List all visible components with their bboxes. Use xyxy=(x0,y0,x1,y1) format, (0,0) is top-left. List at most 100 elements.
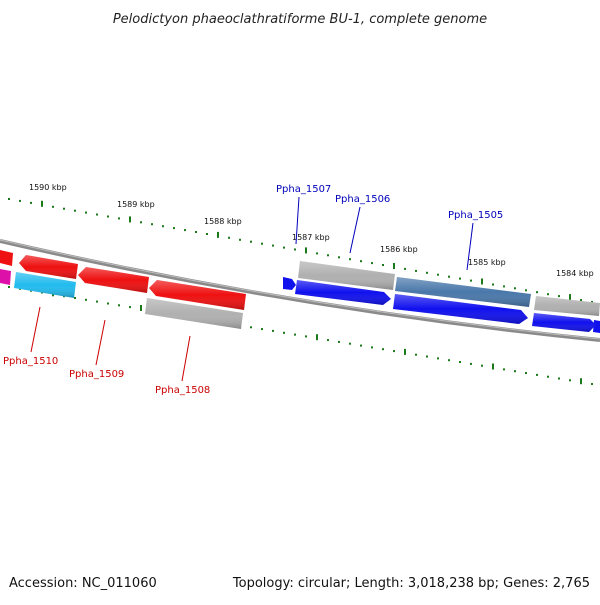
inner-scale-minor-tick xyxy=(448,359,450,362)
outer-scale-major-tick xyxy=(393,263,395,269)
gene-ppha-1507-arrow[interactable] xyxy=(283,277,296,290)
scale-label-1589: 1589 kbp xyxy=(117,200,155,209)
scale-label-1585: 1585 kbp xyxy=(468,258,506,267)
inner-scale-minor-tick xyxy=(74,297,76,299)
outer-scale-minor-tick xyxy=(52,205,54,208)
inner-scale-minor-tick xyxy=(558,377,560,380)
accession-text: Accession: NC_011060 xyxy=(9,576,157,591)
inner-scale-minor-tick xyxy=(250,326,252,329)
label-ppha-1505[interactable]: Ppha_1505 xyxy=(448,210,503,221)
inner-scale-minor-tick xyxy=(525,372,527,374)
inner-scale-minor-tick xyxy=(294,333,296,336)
outer-scale-minor-tick xyxy=(437,273,439,276)
inner-scale-minor-tick xyxy=(283,331,285,334)
outer-scale-minor-tick xyxy=(272,244,274,247)
reverse-gene-labels: Ppha_1510 Ppha_1509 Ppha_1508 xyxy=(3,306,210,396)
outer-scale-minor-tick xyxy=(19,199,21,202)
inner-scale-minor-tick xyxy=(536,373,538,376)
outer-scale-minor-tick xyxy=(470,279,472,282)
outer-scale-minor-tick xyxy=(96,213,98,216)
outer-scale-minor-tick xyxy=(184,229,186,232)
outer-scale-major-tick xyxy=(129,216,131,223)
inner-scale-minor-tick xyxy=(8,286,10,288)
outer-scale-major-tick xyxy=(569,294,571,301)
outer-scale-minor-tick xyxy=(316,252,318,255)
label-ppha-1509[interactable]: Ppha_1509 xyxy=(69,369,124,380)
scale-label-1586: 1586 kbp xyxy=(380,245,418,254)
inner-scale-minor-tick xyxy=(338,340,340,343)
outer-scale-minor-tick xyxy=(228,236,230,239)
gene-magenta-edge[interactable] xyxy=(0,269,11,285)
inner-scale-minor-tick xyxy=(327,339,329,342)
outer-scale-minor-tick xyxy=(30,201,32,204)
outer-scale-minor-tick xyxy=(74,209,76,212)
outer-scale-minor-tick xyxy=(8,198,10,200)
inner-scale-major-tick xyxy=(316,334,318,341)
outer-scale-minor-tick xyxy=(503,285,505,288)
outer-scale-minor-tick xyxy=(63,207,65,210)
outer-scale-minor-tick xyxy=(338,256,340,259)
inner-scale-minor-tick xyxy=(470,362,472,365)
forward-gene-labels: Ppha_1507 Ppha_1506 Ppha_1505 xyxy=(276,184,503,271)
outer-scale-minor-tick xyxy=(261,242,263,245)
outer-scale-minor-tick xyxy=(294,248,296,251)
outer-scale-major-tick xyxy=(217,231,219,238)
inner-scale-minor-tick xyxy=(382,348,384,351)
inner-scale-minor-tick xyxy=(437,357,439,360)
outer-scale-minor-tick xyxy=(426,271,428,274)
inner-scale-minor-tick xyxy=(272,329,274,332)
inner-scale-minor-tick xyxy=(591,383,593,385)
leader-ppha-1509 xyxy=(95,319,106,366)
outer-scale-minor-tick xyxy=(195,231,197,233)
inner-scale-minor-tick xyxy=(569,379,571,382)
outer-scale-major-tick xyxy=(305,247,307,254)
inner-scale-major-tick xyxy=(580,378,582,385)
outer-scale-minor-tick xyxy=(415,269,417,272)
outer-scale-minor-tick xyxy=(173,227,175,230)
label-ppha-1506[interactable]: Ppha_1506 xyxy=(335,194,390,205)
outer-scale-minor-tick xyxy=(492,283,494,286)
gene-shading xyxy=(14,255,600,332)
outer-scale-minor-tick xyxy=(459,277,461,280)
outer-scale-minor-tick xyxy=(162,225,164,228)
scale-label-1588: 1588 kbp xyxy=(204,217,242,226)
scale-label-1584: 1584 kbp xyxy=(556,269,594,278)
outer-scale-minor-tick xyxy=(327,254,329,257)
inner-scale-minor-tick xyxy=(261,328,263,331)
outer-scale-minor-tick xyxy=(382,264,384,266)
gene-red-edge[interactable] xyxy=(0,250,13,266)
label-ppha-1508[interactable]: Ppha_1508 xyxy=(155,385,210,396)
inner-scale-minor-tick xyxy=(360,344,362,347)
inner-scale-minor-tick xyxy=(481,364,483,367)
inner-scale-minor-tick xyxy=(426,355,428,358)
label-ppha-1507[interactable]: Ppha_1507 xyxy=(276,184,331,195)
outer-scale-minor-tick xyxy=(140,221,142,224)
outer-scale-major-tick xyxy=(481,278,483,285)
leader-ppha-1508 xyxy=(181,335,191,382)
outer-scale-minor-tick xyxy=(239,238,241,241)
inner-scale-minor-tick xyxy=(503,368,505,371)
outer-scale-minor-tick xyxy=(151,223,153,226)
inner-scale-minor-tick xyxy=(85,298,87,301)
outer-scale-minor-tick xyxy=(107,215,109,218)
inner-scale-minor-tick xyxy=(305,335,307,338)
inner-scale-minor-tick xyxy=(96,300,98,303)
gene-blue-arrow-4[interactable] xyxy=(593,320,600,333)
inner-scale-major-tick xyxy=(140,305,142,311)
outer-scale-minor-tick xyxy=(547,293,549,296)
scale-label-1590: 1590 kbp xyxy=(29,183,67,192)
outer-scale-minor-tick xyxy=(558,295,560,298)
label-ppha-1510[interactable]: Ppha_1510 xyxy=(3,356,58,367)
leader-ppha-1506 xyxy=(349,206,361,254)
inner-scale-minor-tick xyxy=(393,350,395,353)
inner-scale-major-tick xyxy=(492,363,494,370)
leader-ppha-1505 xyxy=(466,222,474,271)
outer-scale-minor-tick xyxy=(371,262,373,265)
outer-scale-minor-tick xyxy=(118,217,120,220)
leader-ppha-1507 xyxy=(295,196,300,245)
outer-scale-minor-tick xyxy=(448,275,450,278)
outer-scale-minor-tick xyxy=(514,287,516,290)
inner-scale-major-tick xyxy=(404,348,406,355)
